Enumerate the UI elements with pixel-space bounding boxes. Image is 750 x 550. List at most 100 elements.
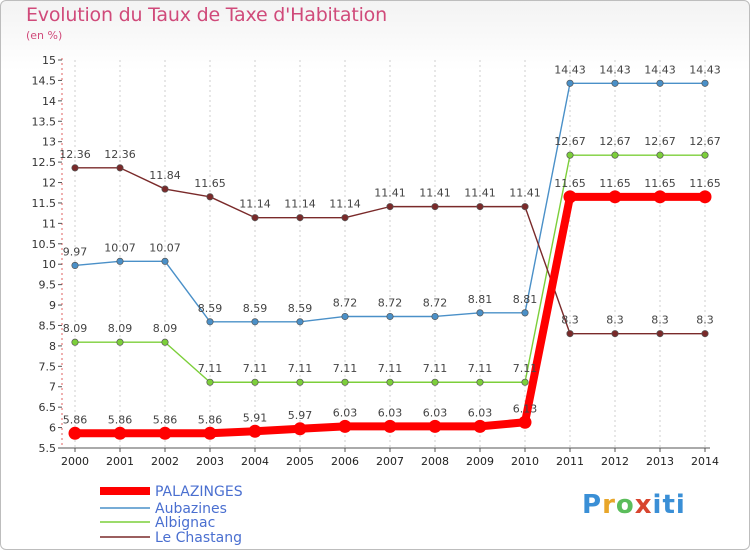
data-label: 12.36 xyxy=(59,148,91,161)
data-label: 12.67 xyxy=(644,135,676,148)
legend-label: PALAZINGES xyxy=(155,484,243,500)
data-point xyxy=(563,190,577,204)
data-label: 11.41 xyxy=(374,187,406,200)
data-label: 11.65 xyxy=(644,177,676,190)
data-point xyxy=(698,190,712,204)
y-tick-label: 12.5 xyxy=(32,156,57,169)
data-point xyxy=(431,312,439,321)
data-label: 8.3 xyxy=(651,314,669,327)
data-label: 8.81 xyxy=(513,293,538,306)
data-label: 6.03 xyxy=(468,406,493,419)
y-tick-label: 14.5 xyxy=(32,74,57,87)
data-label: 8.09 xyxy=(108,322,133,335)
chart-subtitle: (en %) xyxy=(26,29,63,42)
x-tick-label: 2007 xyxy=(376,455,404,468)
data-point xyxy=(206,193,214,201)
data-point xyxy=(611,330,619,338)
data-label: 8.3 xyxy=(606,314,624,327)
data-label: 11.14 xyxy=(284,198,316,211)
data-label: 11.14 xyxy=(329,198,361,211)
data-label: 11.65 xyxy=(554,177,586,190)
y-tick-label: 9 xyxy=(49,299,56,312)
data-label: 10.07 xyxy=(149,241,181,254)
data-label: 12.36 xyxy=(104,148,136,161)
data-label: 7.11 xyxy=(243,362,268,375)
data-label: 8.72 xyxy=(378,296,403,309)
x-tick-label: 2000 xyxy=(61,455,89,468)
y-tick-label: 5.5 xyxy=(39,442,57,455)
data-point xyxy=(341,378,349,386)
y-tick-label: 14 xyxy=(42,95,56,108)
data-label: 8.72 xyxy=(423,296,448,309)
data-label: 6.03 xyxy=(423,406,448,419)
x-tick-label: 2006 xyxy=(331,455,359,468)
data-label: 5.86 xyxy=(63,413,88,426)
data-label: 8.81 xyxy=(468,293,493,306)
y-tick-label: 8.5 xyxy=(39,319,57,332)
data-point xyxy=(566,79,574,87)
data-point xyxy=(248,424,262,438)
data-label: 12.67 xyxy=(599,135,631,148)
data-point xyxy=(293,422,307,436)
data-label: 7.11 xyxy=(333,362,358,375)
y-tick-label: 11 xyxy=(42,217,56,230)
data-label: 14.43 xyxy=(554,63,586,76)
data-point xyxy=(611,151,619,159)
data-point xyxy=(71,164,79,172)
x-tick-label: 2004 xyxy=(241,455,269,468)
data-point xyxy=(701,151,709,159)
data-point xyxy=(431,203,439,211)
data-point xyxy=(158,426,172,440)
data-point xyxy=(113,426,127,440)
data-label: 14.43 xyxy=(599,63,631,76)
y-tick-label: 13.5 xyxy=(32,115,57,128)
data-label: 6.13 xyxy=(513,402,538,415)
y-tick-label: 10 xyxy=(42,258,56,271)
y-tick-label: 7.5 xyxy=(39,360,57,373)
legend-label: Aubazines xyxy=(155,501,227,517)
x-tick-label: 2003 xyxy=(196,455,224,468)
legend-label: Le Chastang xyxy=(155,530,242,546)
data-label: 7.11 xyxy=(378,362,403,375)
data-label: 8.09 xyxy=(63,322,88,335)
y-tick-label: 13 xyxy=(42,136,56,149)
data-point xyxy=(71,338,79,346)
y-tick-label: 8 xyxy=(49,340,56,353)
data-label: 11.41 xyxy=(464,187,496,200)
x-tick-label: 2002 xyxy=(151,455,179,468)
data-label: 8.09 xyxy=(153,322,178,335)
data-point xyxy=(203,426,217,440)
data-point xyxy=(476,378,484,386)
data-point xyxy=(521,203,529,211)
data-point xyxy=(251,214,259,222)
data-label: 8.3 xyxy=(561,314,579,327)
x-tick-label: 2001 xyxy=(106,455,134,468)
data-label: 11.14 xyxy=(239,198,271,211)
x-tick-label: 2005 xyxy=(286,455,314,468)
data-point xyxy=(653,190,667,204)
data-point xyxy=(116,338,124,346)
data-point xyxy=(656,151,664,159)
data-label: 7.11 xyxy=(468,362,493,375)
data-label: 11.41 xyxy=(509,187,541,200)
data-point xyxy=(386,312,394,321)
data-point xyxy=(521,378,529,386)
x-tick-label: 2008 xyxy=(421,455,449,468)
data-point xyxy=(386,203,394,211)
data-label: 14.43 xyxy=(689,63,721,76)
data-label: 7.11 xyxy=(423,362,448,375)
data-label: 8.59 xyxy=(243,302,268,315)
data-point xyxy=(701,330,709,338)
data-point xyxy=(338,419,352,433)
data-point xyxy=(206,318,214,326)
y-tick-label: 12 xyxy=(42,177,56,190)
y-tick-label: 15 xyxy=(42,54,56,67)
data-label: 7.11 xyxy=(288,362,313,375)
data-label: 12.67 xyxy=(554,135,586,148)
data-point xyxy=(341,312,349,321)
data-point xyxy=(701,79,709,87)
data-point xyxy=(251,318,259,326)
data-point xyxy=(611,79,619,87)
data-label: 8.59 xyxy=(198,302,223,315)
x-tick-label: 2013 xyxy=(646,455,674,468)
